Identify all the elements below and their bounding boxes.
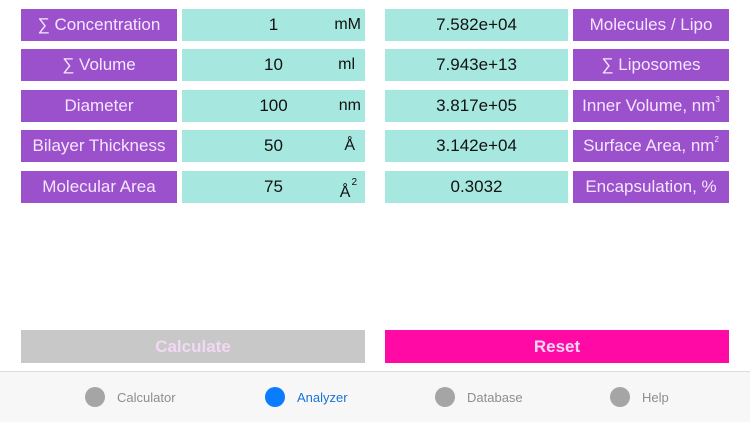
tab-calculator-label: Calculator xyxy=(117,389,176,405)
bilayer-thickness-value: 50 xyxy=(264,136,283,155)
diameter-value: 100 xyxy=(259,96,288,115)
bilayer-thickness-unit: Å xyxy=(344,137,355,154)
database-tab-icon xyxy=(435,387,455,407)
tab-database[interactable]: Database xyxy=(435,372,523,422)
output-label-surface-area: Surface Area, nm 2 xyxy=(573,130,729,162)
volume-input[interactable]: 10 ml xyxy=(182,49,365,81)
tab-help[interactable]: Help xyxy=(610,372,669,422)
tab-analyzer[interactable]: Analyzer xyxy=(265,372,348,422)
tab-analyzer-label: Analyzer xyxy=(297,389,348,405)
molecular-area-value: 75 xyxy=(264,177,283,196)
surface-area-label-text: Surface Area, nm xyxy=(583,136,715,155)
liposomes-value: 7.943e+13 xyxy=(385,49,568,81)
concentration-value: 1 xyxy=(268,15,279,34)
input-label-concentration: ∑ Concentration xyxy=(21,9,177,41)
inner-volume-label-text: Inner Volume, nm xyxy=(582,96,716,115)
tab-help-label: Help xyxy=(642,389,669,405)
molecular-area-unit-base: Å xyxy=(339,184,351,201)
concentration-input[interactable]: 1 mM xyxy=(182,9,365,41)
volume-unit: ml xyxy=(338,56,355,73)
concentration-unit: mM xyxy=(334,16,361,33)
calculate-button[interactable]: Calculate xyxy=(21,330,365,363)
diameter-input[interactable]: 100 nm xyxy=(182,90,365,122)
diameter-unit: nm xyxy=(338,97,361,114)
surface-area-label-sup: 2 xyxy=(714,134,719,144)
surface-area-value: 3.142e+04 xyxy=(385,130,568,162)
encapsulation-value: 0.3032 xyxy=(385,171,568,203)
inner-volume-value: 3.817e+05 xyxy=(385,90,568,122)
volume-value: 10 xyxy=(264,55,283,74)
output-label-inner-volume: Inner Volume, nm 3 xyxy=(573,90,729,122)
inner-volume-label-sup: 3 xyxy=(715,94,720,104)
input-label-bilayer-thickness: Bilayer Thickness xyxy=(21,130,177,162)
output-label-liposomes: ∑ Liposomes xyxy=(573,49,729,81)
calculator-tab-icon xyxy=(85,387,105,407)
tab-calculator[interactable]: Calculator xyxy=(85,372,176,422)
output-label-encapsulation: Encapsulation, % xyxy=(573,171,729,203)
molecules-per-lipo-value: 7.582e+04 xyxy=(385,9,568,41)
help-tab-icon xyxy=(610,387,630,407)
input-label-molecular-area: Molecular Area xyxy=(21,171,177,203)
input-label-volume: ∑ Volume xyxy=(21,49,177,81)
input-label-diameter: Diameter xyxy=(21,90,177,122)
tab-bar: Calculator Analyzer Database Help xyxy=(0,371,750,422)
molecular-area-unit-sup: 2 xyxy=(351,177,357,188)
bilayer-thickness-input[interactable]: 50 Å xyxy=(182,130,365,162)
analyzer-tab-icon xyxy=(265,387,285,407)
tab-database-label: Database xyxy=(467,389,523,405)
reset-button[interactable]: Reset xyxy=(385,330,729,363)
output-label-molecules-per-lipo: Molecules / Lipo xyxy=(573,9,729,41)
